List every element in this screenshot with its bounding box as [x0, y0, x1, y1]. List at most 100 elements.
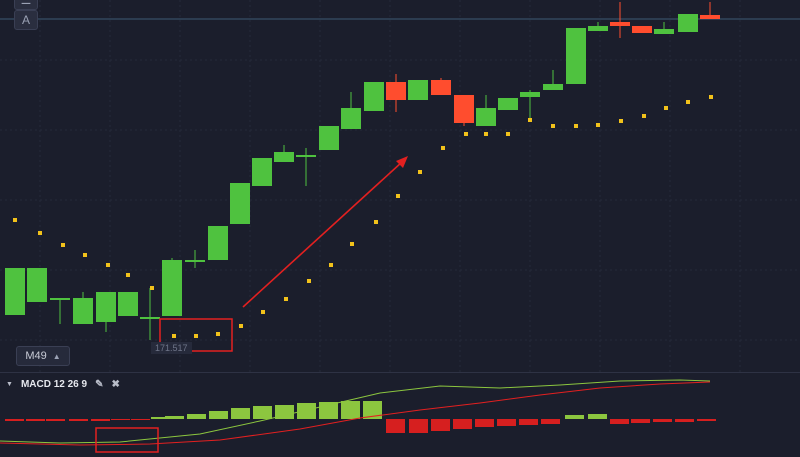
- candle-body: [118, 292, 138, 316]
- macd-histogram-bar: [209, 411, 228, 419]
- timeframe-label: M49: [25, 350, 47, 362]
- bull-candle: [185, 250, 205, 268]
- candle-body: [296, 155, 316, 157]
- candle-body: [566, 28, 586, 84]
- macd-histogram-bar: [131, 419, 150, 420]
- sar-dot: [350, 242, 354, 246]
- candle-body: [654, 29, 674, 34]
- sar-dot: [329, 263, 333, 267]
- sar-dot: [307, 279, 311, 283]
- macd-histogram-bar: [675, 419, 694, 422]
- macd-header: ▼ MACD 12 26 9 ✎ ✖: [6, 377, 120, 391]
- sar-dot: [709, 95, 713, 99]
- annotation-box: [159, 318, 233, 352]
- bull-candle: [162, 258, 182, 316]
- candle-body: [341, 108, 361, 129]
- bull-candle: [118, 292, 138, 316]
- candle-body: [588, 26, 608, 31]
- candle-body: [185, 260, 205, 262]
- chart-tool-button-top[interactable]: ☰: [14, 0, 38, 10]
- sar-dot: [642, 114, 646, 118]
- price-chart-svg: [0, 0, 800, 372]
- bull-candle: [654, 22, 674, 34]
- chart-annotation-button[interactable]: A: [14, 10, 38, 30]
- sar-dot: [13, 218, 17, 222]
- bull-candle: [678, 14, 698, 32]
- bull-candle: [96, 292, 116, 332]
- candle-body: [498, 98, 518, 110]
- macd-histogram-bar: [565, 415, 584, 419]
- bear-candle: [431, 78, 451, 95]
- macd-histogram-bar: [386, 419, 405, 433]
- bull-candle: [252, 158, 272, 186]
- macd-histogram-bar: [111, 419, 130, 420]
- sar-dot: [528, 118, 532, 122]
- candle-body: [454, 95, 474, 123]
- close-icon[interactable]: ✖: [111, 378, 120, 390]
- macd-histogram-bar: [341, 401, 360, 419]
- bull-candle: [498, 98, 518, 110]
- trend-arrow-head: [396, 156, 408, 168]
- sar-dot: [686, 100, 690, 104]
- bull-candle: [520, 90, 540, 122]
- timeframe-selector[interactable]: M49 ▲: [16, 346, 70, 366]
- candle-body: [431, 80, 451, 95]
- pencil-icon[interactable]: ✎: [95, 378, 104, 390]
- sar-dot: [396, 194, 400, 198]
- sar-dot: [664, 106, 668, 110]
- bear-candle: [700, 2, 720, 19]
- sar-dot: [150, 286, 154, 290]
- candle-body: [230, 183, 250, 224]
- macd-histogram-bar: [631, 419, 650, 423]
- bull-candle: [588, 22, 608, 31]
- bull-candle: [566, 28, 586, 84]
- candle-body: [140, 317, 160, 319]
- sar-dot: [551, 124, 555, 128]
- macd-chart-svg: [0, 379, 716, 453]
- candle-body: [96, 292, 116, 322]
- macd-histogram-bar: [697, 419, 716, 421]
- sar-dot: [239, 324, 243, 328]
- collapse-arrow-icon[interactable]: ▼: [6, 380, 13, 388]
- candle-body: [274, 152, 294, 162]
- macd-indicator-panel[interactable]: ▼ MACD 12 26 9 ✎ ✖: [0, 372, 800, 457]
- bull-candle: [274, 145, 294, 162]
- candle-body: [520, 92, 540, 97]
- candle-body: [408, 80, 428, 100]
- sar-dot: [484, 132, 488, 136]
- macd-histogram-bar: [541, 419, 560, 424]
- sar-dot: [61, 243, 65, 247]
- candle-body: [73, 298, 93, 324]
- macd-annotation-box: [95, 427, 159, 453]
- bull-candle: [364, 82, 384, 111]
- macd-histogram-bar: [409, 419, 428, 433]
- sar-dot: [261, 310, 265, 314]
- bull-candle: [140, 288, 160, 340]
- candle-body: [162, 260, 182, 316]
- candle-body: [476, 108, 496, 126]
- sar-dot: [441, 146, 445, 150]
- sar-dot: [216, 332, 220, 336]
- bull-candle: [408, 80, 428, 100]
- macd-histogram-bar: [46, 419, 65, 421]
- sar-dot: [38, 231, 42, 235]
- macd-histogram-bar: [275, 405, 294, 419]
- candle-body: [208, 226, 228, 260]
- bull-candle: [208, 226, 228, 260]
- bull-candle: [50, 298, 70, 324]
- macd-histogram-bar: [610, 419, 629, 424]
- sar-dot: [126, 273, 130, 277]
- candle-body: [364, 82, 384, 111]
- macd-histogram-bar: [5, 419, 24, 421]
- sar-dot: [506, 132, 510, 136]
- bear-candle: [386, 74, 406, 112]
- price-chart-area[interactable]: [0, 0, 800, 372]
- candle-body: [610, 22, 630, 26]
- candle-body: [543, 84, 563, 90]
- macd-histogram-bar: [453, 419, 472, 429]
- candle-body: [27, 268, 47, 302]
- macd-histogram-bar: [151, 417, 170, 419]
- macd-histogram-bar: [475, 419, 494, 427]
- macd-histogram-bar: [26, 419, 45, 421]
- sar-dot: [172, 334, 176, 338]
